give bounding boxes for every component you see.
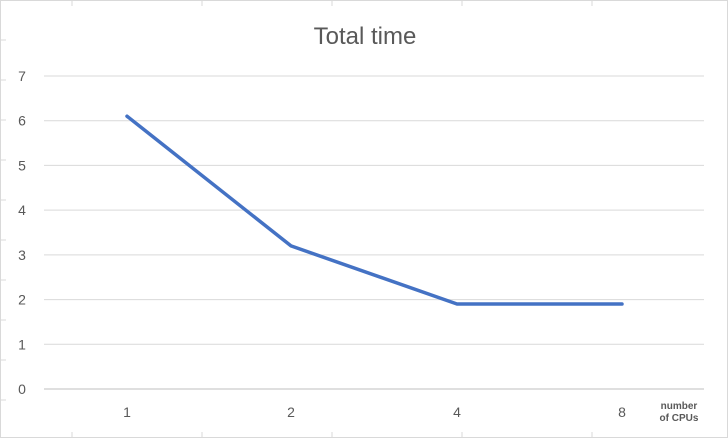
y-tick-label-1: 1 — [18, 336, 26, 352]
gridlines — [44, 75, 704, 345]
data-point-8 — [620, 302, 624, 306]
x-axis-label-line-2: of CPUs — [660, 413, 699, 424]
data-point-4 — [455, 302, 459, 306]
y-tick-label-5: 5 — [18, 157, 26, 173]
chart-title: Total time — [314, 23, 417, 50]
y-tick-label-3: 3 — [18, 247, 26, 263]
series-layer — [125, 114, 624, 306]
x-tick-label-2: 2 — [287, 404, 295, 420]
y-tick-label-6: 6 — [18, 113, 26, 129]
x-tick-labels: 1 2 4 8 — [123, 404, 626, 420]
data-point-2 — [289, 244, 293, 248]
y-tick-label-4: 4 — [18, 202, 26, 218]
x-tick-label-1: 1 — [123, 404, 131, 420]
y-tick-label-0: 0 — [18, 381, 26, 397]
y-tick-label-7: 7 — [18, 68, 26, 84]
x-tick-label-8: 8 — [618, 404, 626, 420]
series-line-1 — [125, 114, 624, 306]
y-tick-labels: 0 1 2 3 4 5 6 7 — [18, 68, 26, 397]
x-axis-label-line-1: number — [661, 401, 698, 412]
data-point-1 — [125, 114, 129, 118]
x-tick-label-4: 4 — [453, 404, 461, 420]
y-tick-label-2: 2 — [18, 292, 26, 308]
